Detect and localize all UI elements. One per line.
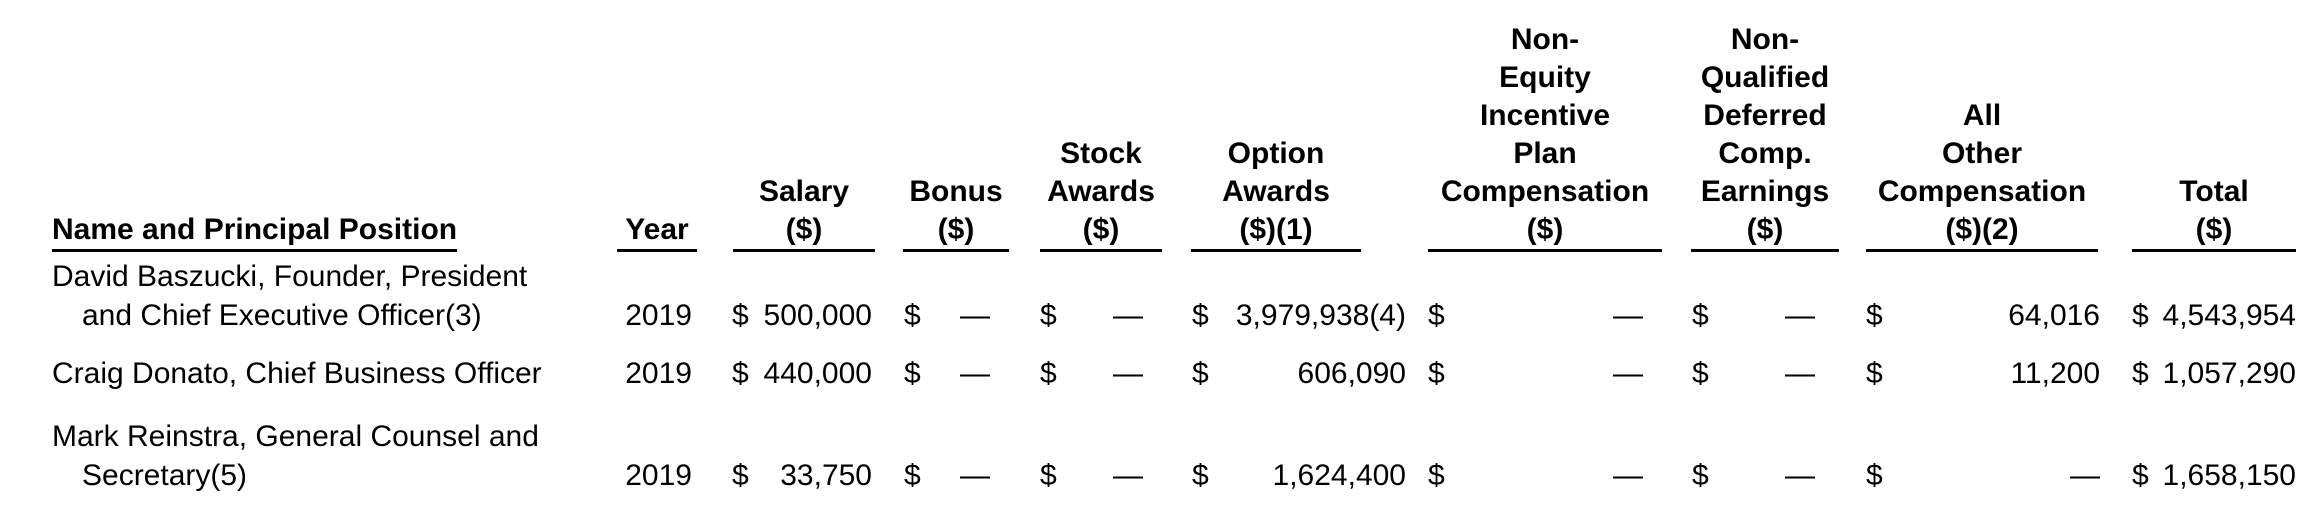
- cell-nonqual-sym: $: [1692, 357, 1709, 390]
- header-stock-line: Awards: [1047, 175, 1155, 208]
- header-salary-line: ($): [733, 211, 875, 252]
- cell-option: 3,979,938(4): [1235, 299, 1406, 332]
- header-year: Year: [617, 211, 697, 252]
- header-name-line: Name and Principal Position: [52, 211, 458, 252]
- header-nonqual-line: Qualified: [1700, 61, 1830, 94]
- cell-bonus: —: [960, 459, 990, 492]
- cell-bonus-sym: $: [904, 357, 921, 390]
- cell-stock: —: [1113, 459, 1143, 492]
- cell-allother-sym: $: [1866, 357, 1883, 390]
- cell-option-sym: $: [1192, 357, 1209, 390]
- cell-option: 606,090: [1297, 357, 1406, 390]
- cell-nonqual: —: [1785, 357, 1815, 390]
- cell-year: 2019: [625, 299, 692, 332]
- header-nonequity-line: ($): [1428, 211, 1662, 252]
- header-salary-line: Salary: [758, 175, 850, 208]
- cell-year: 2019: [625, 357, 692, 390]
- cell-salary: 33,750: [780, 459, 872, 492]
- header-stock: Stock Awards ($): [1040, 135, 1162, 252]
- header-option-line: Option: [1227, 137, 1325, 170]
- cell-option-sym: $: [1192, 459, 1209, 492]
- cell-allother: 64,016: [2008, 299, 2100, 332]
- cell-stock-sym: $: [1040, 459, 1057, 492]
- cell-stock: —: [1113, 299, 1143, 332]
- header-allother-line: Other: [1941, 137, 2022, 170]
- header-allother-line: ($)(2): [1866, 211, 2098, 252]
- cell-total-sym: $: [2132, 299, 2149, 332]
- header-nonequity-line: Equity: [1499, 61, 1591, 94]
- row-name-line1: Mark Reinstra, General Counsel and: [52, 420, 539, 453]
- header-nonqual-line: ($): [1691, 211, 1839, 252]
- cell-bonus-sym: $: [904, 459, 921, 492]
- header-year-line: Year: [617, 211, 697, 252]
- cell-salary: 440,000: [763, 357, 872, 390]
- header-nonequity-line: Compensation: [1440, 175, 1650, 208]
- row-name-line2: Secretary(5): [82, 459, 248, 492]
- header-nonqual-line: Comp.: [1718, 137, 1812, 170]
- cell-allother: 11,200: [2010, 357, 2100, 390]
- cell-salary-sym: $: [732, 357, 749, 390]
- cell-nonqual-sym: $: [1692, 299, 1709, 332]
- cell-salary-sym: $: [732, 459, 749, 492]
- cell-allother-sym: $: [1866, 299, 1883, 332]
- header-nonequity: Non- Equity Incentive Plan Compensation ($): [1428, 21, 1662, 252]
- cell-stock-sym: $: [1040, 357, 1057, 390]
- cell-stock: —: [1113, 357, 1143, 390]
- row-name-line1: David Baszucki, Founder, President: [52, 260, 528, 293]
- header-allother-line: All: [1962, 99, 2002, 132]
- header-allother: All Other Compensation ($)(2): [1866, 97, 2098, 252]
- cell-nonequity: —: [1613, 299, 1643, 332]
- header-bonus: Bonus ($): [903, 173, 1009, 252]
- cell-bonus: —: [960, 357, 990, 390]
- header-nonqual: Non- Qualified Deferred Comp. Earnings ($): [1691, 21, 1839, 252]
- header-nonqual-line: Non-: [1730, 23, 1800, 56]
- cell-allother: —: [2070, 459, 2100, 492]
- cell-salary: 500,000: [763, 299, 872, 332]
- cell-option: 1,624,400: [1272, 459, 1406, 492]
- header-nonqual-line: Earnings: [1700, 175, 1830, 208]
- row-name-line2: and Chief Executive Officer(3): [82, 299, 482, 332]
- header-total: Total ($): [2132, 173, 2296, 252]
- header-bonus-line: Bonus: [909, 175, 1003, 208]
- header-option: Option Awards ($)(1): [1191, 135, 1361, 252]
- cell-nonequity-sym: $: [1428, 459, 1445, 492]
- cell-nonequity-sym: $: [1428, 357, 1445, 390]
- header-allother-line: Compensation: [1877, 175, 2087, 208]
- header-nonqual-line: Deferred: [1703, 99, 1827, 132]
- cell-nonqual-sym: $: [1692, 459, 1709, 492]
- cell-allother-sym: $: [1866, 459, 1883, 492]
- cell-nonequity: —: [1613, 459, 1643, 492]
- cell-bonus: —: [960, 299, 990, 332]
- cell-year: 2019: [625, 459, 692, 492]
- cell-stock-sym: $: [1040, 299, 1057, 332]
- cell-nonequity-sym: $: [1428, 299, 1445, 332]
- header-option-line: ($)(1): [1191, 211, 1361, 252]
- header-nonequity-line: Incentive: [1479, 99, 1611, 132]
- cell-salary-sym: $: [732, 299, 749, 332]
- cell-bonus-sym: $: [904, 299, 921, 332]
- cell-nonequity: —: [1613, 357, 1643, 390]
- row-name-line1: Craig Donato, Chief Business Officer: [52, 357, 542, 390]
- header-name: Name and Principal Position: [52, 211, 512, 252]
- cell-total-sym: $: [2132, 459, 2149, 492]
- cell-option-sym: $: [1192, 299, 1209, 332]
- cell-total: 4,543,954: [2162, 299, 2296, 332]
- header-nonequity-line: Plan: [1513, 137, 1577, 170]
- header-stock-line: Stock: [1060, 137, 1142, 170]
- cell-nonqual: —: [1785, 299, 1815, 332]
- header-nonequity-line: Non-: [1510, 23, 1580, 56]
- cell-total-sym: $: [2132, 357, 2149, 390]
- header-option-line: Awards: [1222, 175, 1330, 208]
- header-stock-line: ($): [1040, 211, 1162, 252]
- header-total-line: Total: [2179, 175, 2249, 208]
- header-total-line: ($): [2132, 211, 2296, 252]
- header-bonus-line: ($): [903, 211, 1009, 252]
- cell-nonqual: —: [1785, 459, 1815, 492]
- cell-total: 1,057,290: [2162, 357, 2296, 390]
- header-salary: Salary ($): [733, 173, 875, 252]
- cell-total: 1,658,150: [2162, 459, 2296, 492]
